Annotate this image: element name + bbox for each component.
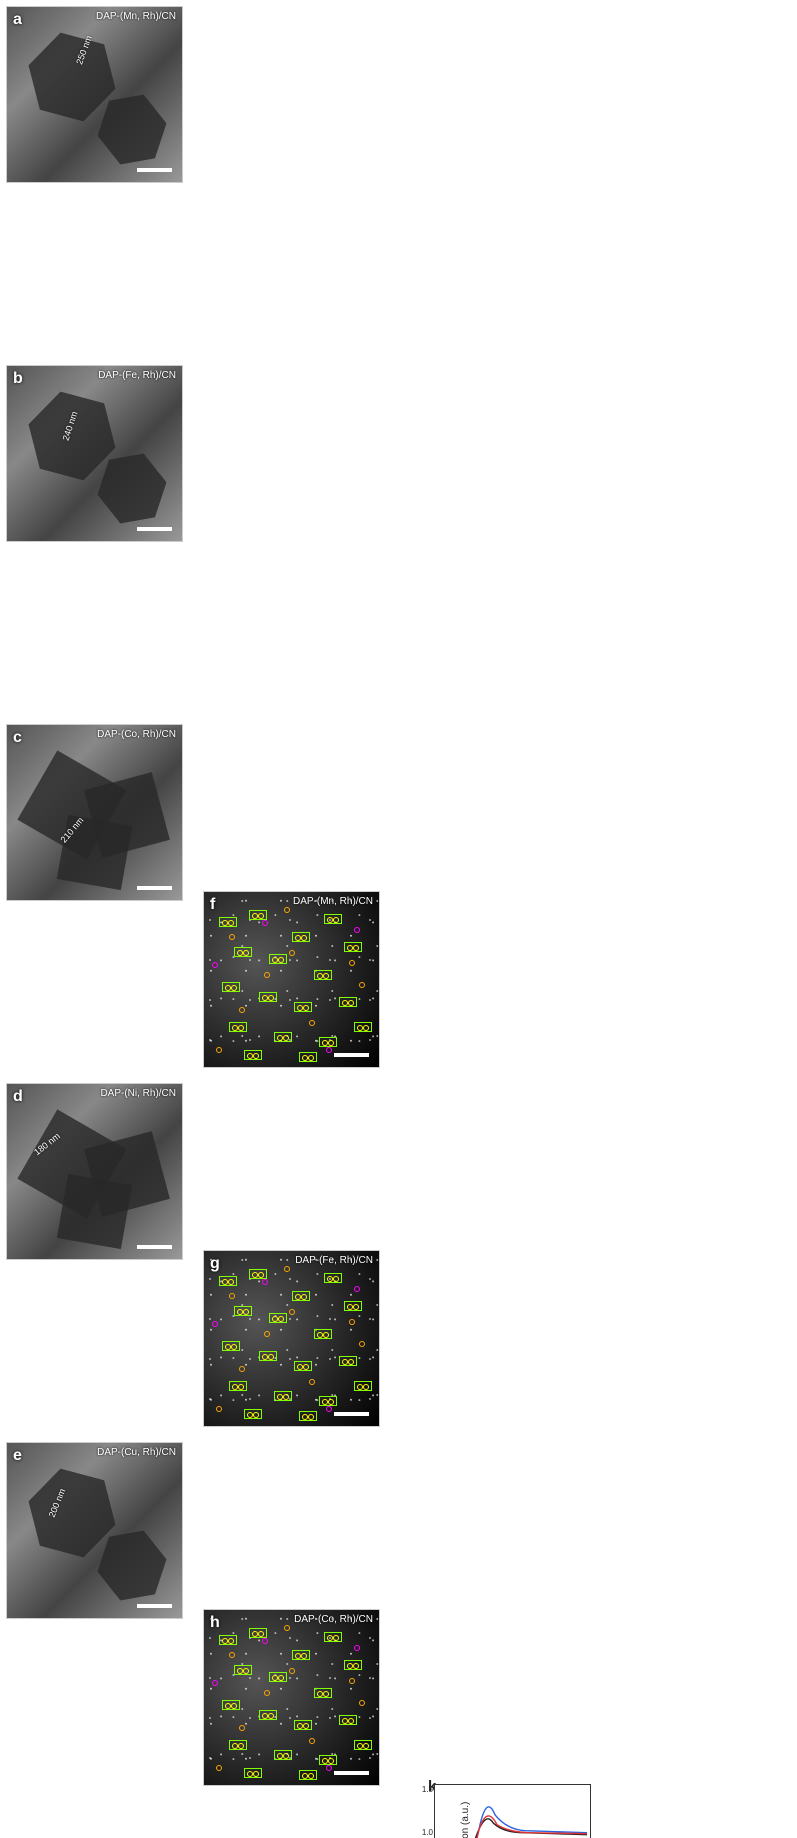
tem-panel-d: dDAP-(Ni, Rh)/CN180 nm [6, 1083, 183, 1260]
scale-bar [334, 1053, 369, 1057]
stem-panel-h: h DAP-(Co, Rh)/CN [203, 1609, 380, 1786]
tem-panel-e: eDAP-(Cu, Rh)/CN200 nm [6, 1442, 183, 1619]
xanes-chart-k: kMn foilMn₂O₃DAP-(Mn,Rh)/CN6525655065756… [400, 1776, 597, 1838]
panel-label: d [13, 1088, 23, 1106]
panel-title: DAP-(Ni, Rh)/CN [100, 1088, 176, 1099]
panel-title: DAP-(Fe, Rh)/CN [98, 370, 176, 381]
scale-bar [334, 1412, 369, 1416]
atom-markers [204, 1610, 379, 1785]
panel-label: g [210, 1255, 220, 1273]
atom-markers [204, 1251, 379, 1426]
tem-panel-a: aDAP-(Mn, Rh)/CN250 nm [6, 6, 183, 183]
stem-panel-g: g DAP-(Fe, Rh)/CN [203, 1250, 380, 1427]
panel-label: e [13, 1447, 22, 1465]
atom-markers [204, 892, 379, 1067]
stem-panel-f: f DAP-(Mn, Rh)/CN [203, 891, 380, 1068]
scale-bar [137, 527, 172, 531]
scale-bar [334, 1771, 369, 1775]
panel-label: h [210, 1614, 220, 1632]
panel-title: DAP-(Mn, Rh)/CN [293, 896, 373, 907]
panel-label: c [13, 729, 22, 747]
scale-bar [137, 168, 172, 172]
y-axis-label: Normalized Absorption (a.u.) [460, 1801, 471, 1838]
panel-label: b [13, 370, 23, 388]
plot-area: Mn foilMn₂O₃DAP-(Mn,Rh)/CN65256550657566… [434, 1784, 591, 1838]
tem-panel-b: bDAP-(Fe, Rh)/CN240 nm [6, 365, 183, 542]
scale-bar [137, 886, 172, 890]
y-ticks: 0.00.51.01.5 [415, 1785, 433, 1838]
scale-bar [137, 1245, 172, 1249]
scale-bar [137, 1604, 172, 1608]
panel-title: DAP-(Mn, Rh)/CN [96, 11, 176, 22]
tem-panel-c: cDAP-(Co, Rh)/CN210 nm [6, 724, 183, 901]
panel-title: DAP-(Fe, Rh)/CN [295, 1255, 373, 1266]
panel-title: DAP-(Co, Rh)/CN [97, 729, 176, 740]
panel-label: f [210, 896, 215, 914]
panel-label: a [13, 11, 22, 29]
panel-title: DAP-(Cu, Rh)/CN [97, 1447, 176, 1458]
panel-title: DAP-(Co, Rh)/CN [294, 1614, 373, 1625]
